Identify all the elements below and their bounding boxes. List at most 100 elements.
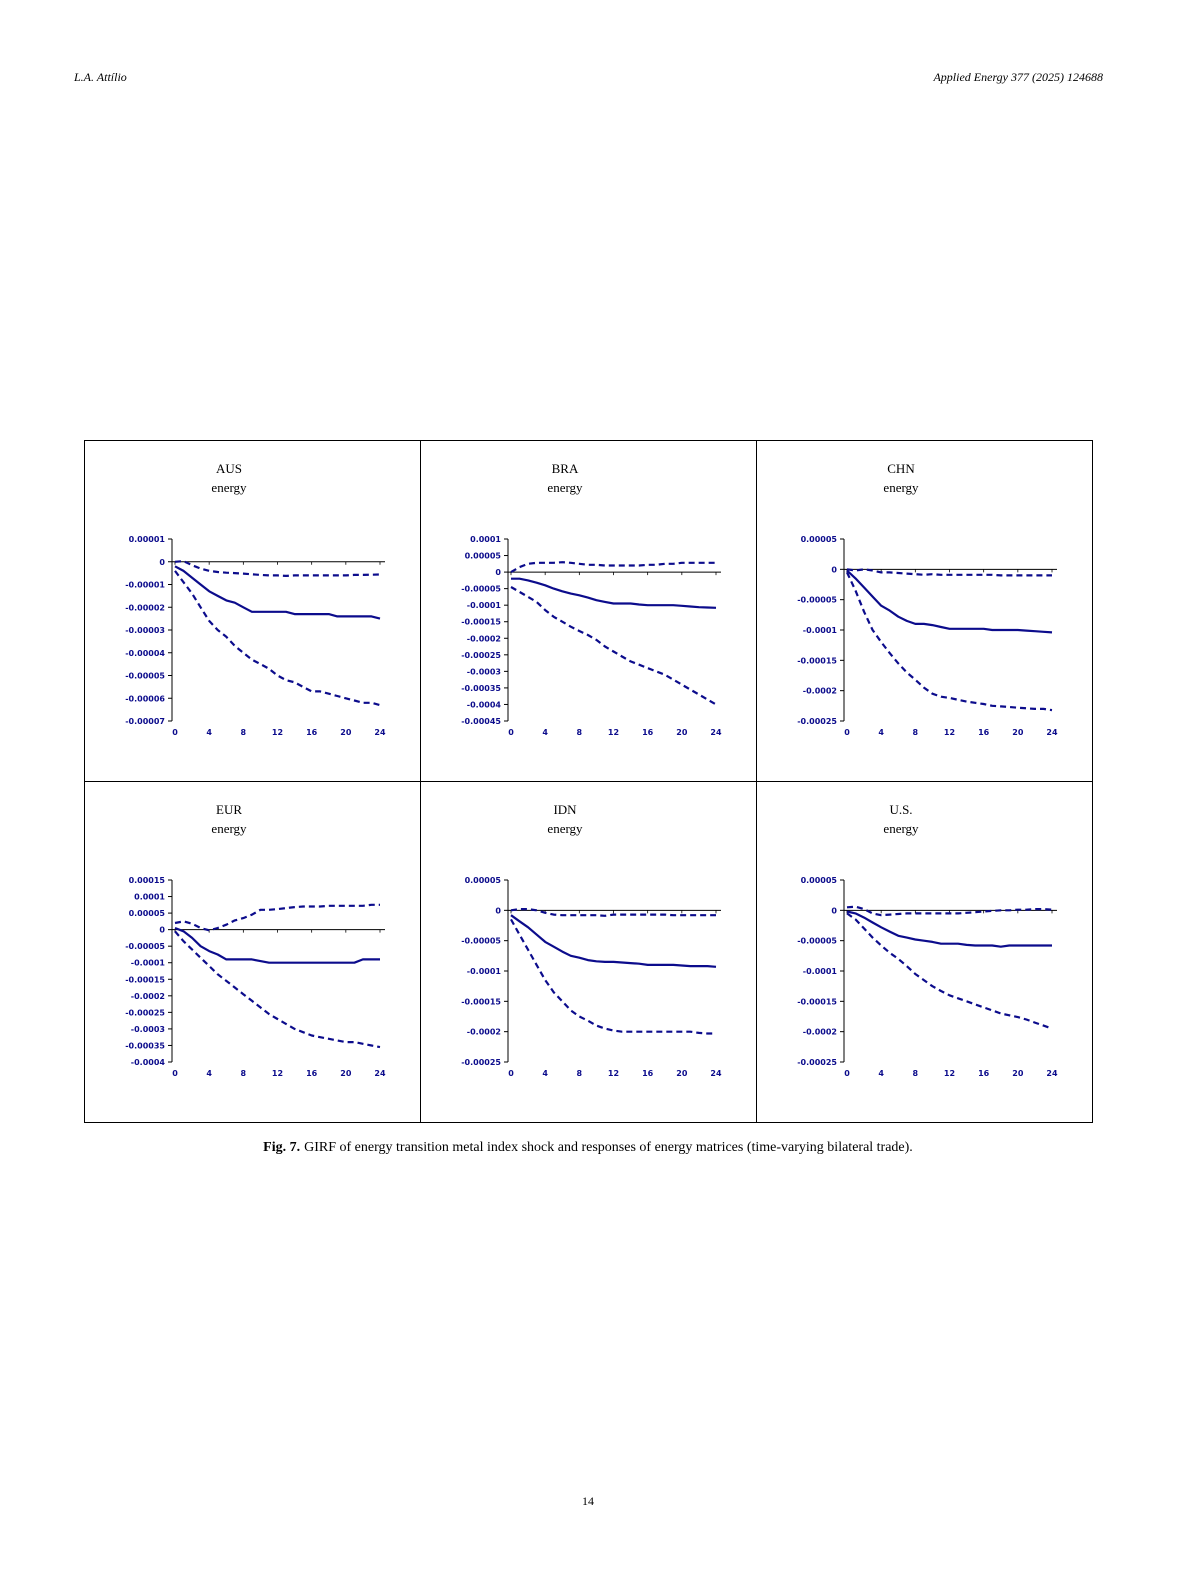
figure-label: Fig. 7.	[263, 1140, 301, 1155]
chart-subtitle: energy	[547, 480, 583, 495]
x-tick-label: 20	[340, 1069, 352, 1078]
y-tick-label: -0.00025	[461, 651, 501, 660]
chart-subtitle: energy	[883, 480, 919, 495]
series-line-upper-band	[846, 568, 1052, 577]
y-tick-label: -0.00015	[461, 997, 501, 1006]
x-tick-label: 16	[306, 1069, 318, 1078]
chart-title: BRA	[552, 461, 579, 476]
y-tick-label: -0.0001	[803, 967, 838, 976]
panel-chn: CHN energy 0.00005 0 -0.00005 -0.0001 -0.00015…	[757, 441, 1093, 782]
y-tick-label: -0.00015	[797, 656, 837, 665]
chart-aus: AUS energy 0.00001 0 -0.00001 -0.00002 -0.0000…	[125, 461, 386, 737]
y-tick-label: -0.00005	[125, 942, 165, 951]
x-tick-label: 4	[878, 1069, 884, 1078]
y-tick-label: -0.0002	[467, 634, 501, 643]
x-tick-label: 16	[642, 728, 654, 737]
panel-idn: IDN energy 0.00005 0 -0.00005 -0.0001 -0.00015…	[421, 782, 757, 1123]
y-tick-label: 0.00015	[129, 876, 166, 885]
x-tick-label: 4	[878, 728, 884, 737]
x-tick-label: 0	[172, 1069, 178, 1078]
series-line-girf	[510, 914, 717, 968]
y-tick-label: -0.00025	[125, 1008, 165, 1017]
y-tick-label: -0.00025	[461, 1058, 501, 1067]
series-line-upper-band	[174, 903, 380, 932]
chart-title: U.S.	[889, 802, 912, 817]
series-line-lower-band	[846, 912, 1053, 1030]
chart-eur: EUR energy 0.00015 0.0001 0.00005 0 -0.00005 -0…	[125, 802, 386, 1078]
y-tick-label: -0.0002	[131, 992, 165, 1001]
chart-title: AUS	[216, 461, 242, 476]
series-line-upper-band	[846, 905, 1053, 917]
y-tick-label: -0.00003	[125, 626, 165, 635]
x-tick-label: 8	[577, 728, 583, 737]
y-tick-label: -0.00025	[797, 1058, 837, 1067]
y-tick-label: -0.00015	[125, 975, 165, 984]
x-tick-label: 8	[241, 728, 247, 737]
chart-subtitle: energy	[211, 821, 247, 836]
chart-chn: CHN energy 0.00005 0 -0.00005 -0.0001 -0.00015…	[797, 461, 1058, 737]
x-tick-label: 16	[978, 1069, 990, 1078]
y-tick-label: 0	[159, 926, 165, 935]
y-tick-label: -0.0004	[467, 700, 502, 709]
x-tick-label: 4	[206, 1069, 212, 1078]
x-tick-label: 20	[340, 728, 352, 737]
figure-caption-text: GIRF of energy transition metal index sh…	[304, 1140, 913, 1155]
figure-grid: AUS energy 0.00001 0 -0.00001 -0.00002 -0.0000…	[84, 440, 1093, 1123]
y-tick-label: -0.0001	[467, 967, 502, 976]
series-line-lower-band	[174, 570, 381, 707]
y-tick-label: -0.0002	[803, 1028, 837, 1037]
y-tick-label: -0.00001	[125, 581, 165, 590]
x-tick-label: 12	[608, 1069, 619, 1078]
chart-us: U.S. energy 0.00005 0 -0.00005 -0.0001 -0.0001…	[797, 802, 1058, 1078]
y-tick-label: 0.00005	[465, 876, 502, 885]
series-line-lower-band	[510, 918, 716, 1035]
y-tick-label: -0.00007	[125, 717, 165, 726]
y-tick-label: -0.00015	[461, 618, 501, 627]
chart-idn: IDN energy 0.00005 0 -0.00005 -0.0001 -0.00015…	[461, 802, 722, 1078]
y-tick-label: 0.00005	[465, 552, 502, 561]
x-tick-label: 12	[272, 1069, 283, 1078]
series-line-upper-band	[174, 560, 381, 577]
y-tick-label: -0.00035	[461, 684, 501, 693]
x-tick-label: 4	[206, 728, 212, 737]
y-tick-label: -0.00005	[461, 937, 501, 946]
page-number: 14	[582, 1494, 594, 1508]
y-tick-label: -0.0003	[467, 667, 501, 676]
y-tick-label: -0.0004	[131, 1058, 166, 1067]
x-tick-label: 8	[913, 1069, 919, 1078]
chart-title: EUR	[216, 802, 242, 817]
running-header-journal: Applied Energy 377 (2025) 124688	[933, 70, 1103, 84]
y-tick-label: -0.00002	[125, 603, 165, 612]
x-tick-label: 24	[1046, 1069, 1058, 1078]
y-tick-label: -0.0002	[467, 1028, 501, 1037]
x-tick-label: 8	[913, 728, 919, 737]
y-tick-label: 0	[831, 565, 837, 574]
x-tick-label: 20	[676, 728, 688, 737]
y-tick-label: -0.00035	[125, 1041, 165, 1050]
panel-us: U.S. energy 0.00005 0 -0.00005 -0.0001 -0.0001…	[757, 782, 1093, 1123]
y-tick-label: 0	[495, 906, 501, 915]
y-tick-label: 0	[831, 906, 837, 915]
y-tick-label: -0.00004	[125, 649, 165, 658]
y-tick-label: 0	[159, 558, 165, 567]
y-tick-label: -0.00005	[797, 937, 837, 946]
figure-caption: Fig. 7. GIRF of energy transition metal i…	[0, 1140, 1176, 1156]
x-tick-label: 0	[508, 1069, 514, 1078]
y-tick-label: 0.0001	[470, 535, 501, 544]
x-tick-label: 20	[1012, 728, 1024, 737]
x-tick-label: 0	[508, 728, 514, 737]
series-line-girf	[846, 569, 1053, 634]
running-header-author: L.A. Attílio	[74, 70, 127, 84]
x-tick-label: 12	[944, 1069, 955, 1078]
y-tick-label: -0.00006	[125, 694, 165, 703]
series-line-girf	[846, 910, 1052, 948]
x-tick-label: 24	[374, 728, 386, 737]
chart-title: CHN	[887, 461, 915, 476]
x-tick-label: 4	[542, 1069, 548, 1078]
series-line-girf	[511, 577, 717, 609]
x-tick-label: 12	[272, 728, 283, 737]
x-tick-label: 24	[710, 728, 722, 737]
series-line-lower-band	[846, 571, 1053, 712]
y-tick-label: 0.00005	[129, 909, 166, 918]
series-line-girf	[174, 926, 380, 964]
